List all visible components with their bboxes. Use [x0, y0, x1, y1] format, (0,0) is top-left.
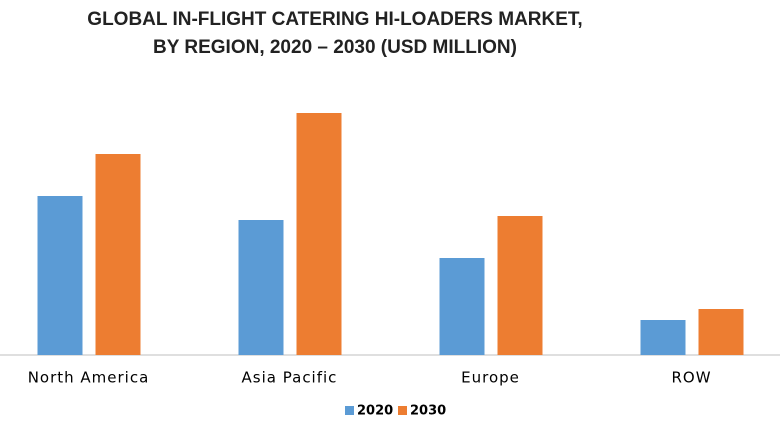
bar: [497, 216, 543, 355]
x-tick-label: ROW: [671, 369, 711, 387]
bar: [640, 320, 686, 355]
bar: [296, 113, 342, 355]
legend-label: 2020: [357, 404, 393, 419]
x-tick-label: Asia Pacific: [242, 369, 338, 387]
bar: [238, 220, 284, 355]
bar: [95, 154, 141, 355]
chart-title: BY REGION, 2020 – 2030 (USD MILLION): [153, 37, 517, 58]
x-tick-label: Europe: [461, 369, 520, 387]
chart-title: GLOBAL IN-FLIGHT CATERING HI-LOADERS MAR…: [87, 9, 582, 30]
bar: [698, 309, 744, 355]
legend-label: 2030: [410, 404, 446, 419]
legend-swatch: [345, 406, 354, 415]
x-tick-label: North America: [28, 369, 150, 387]
bar: [439, 258, 485, 355]
bar: [37, 196, 83, 355]
legend-swatch: [398, 406, 407, 415]
